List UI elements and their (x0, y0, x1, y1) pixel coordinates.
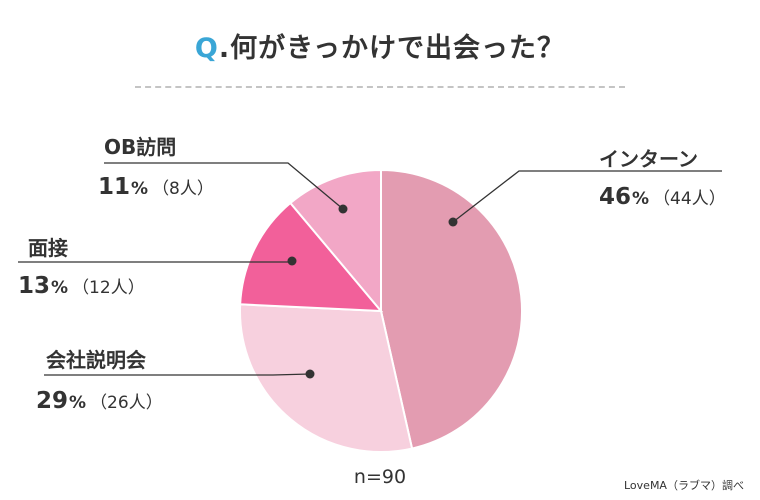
leader-line (104, 162, 344, 210)
slice-value-ob-visit: 11% （8人） (98, 174, 214, 200)
leader-dot (448, 217, 458, 227)
sample-size: n=90 (353, 466, 407, 488)
leader-line (452, 170, 722, 223)
leader-line (44, 373, 311, 376)
leader-dot (287, 256, 297, 266)
value-unit: % (131, 179, 149, 199)
value-unit: % (632, 189, 650, 209)
slice-label-internship: インターン (599, 147, 698, 171)
value-count: （8人） (152, 179, 214, 199)
value-number: 13 (18, 273, 51, 299)
slice-value-internship: 46% （44人） (599, 184, 726, 210)
value-number: 11 (98, 174, 131, 200)
value-count: （12人） (72, 278, 145, 298)
source-note: LoveMA（ラブマ）調べ (624, 479, 744, 492)
value-unit: % (69, 393, 87, 413)
slice-value-interview: 13% （12人） (18, 273, 145, 299)
title-text: .何がきっかけで出会った？ (218, 33, 566, 64)
title-q-mark: Q (194, 33, 219, 64)
pie-slice-company-briefing (239, 303, 414, 453)
value-unit: % (51, 278, 69, 298)
slice-label-company-briefing: 会社説明会 (46, 348, 146, 372)
chart-title: Q.何がきっかけで出会った？ (0, 26, 760, 65)
leader-dot (338, 204, 348, 214)
slice-label-ob-visit: OB訪問 (104, 135, 177, 159)
leader-dot (305, 369, 315, 379)
pie-slice-ob-visit (288, 168, 382, 314)
pie-slice-internship (380, 168, 523, 450)
value-count: （26人） (90, 393, 163, 413)
slice-label-interview: 面接 (28, 236, 68, 260)
value-number: 46 (599, 184, 632, 210)
value-number: 29 (36, 388, 69, 414)
value-count: （44人） (653, 189, 726, 209)
slice-value-company-briefing: 29% （26人） (36, 388, 163, 414)
pie-slice-interview (239, 201, 384, 313)
title-divider (135, 86, 625, 88)
